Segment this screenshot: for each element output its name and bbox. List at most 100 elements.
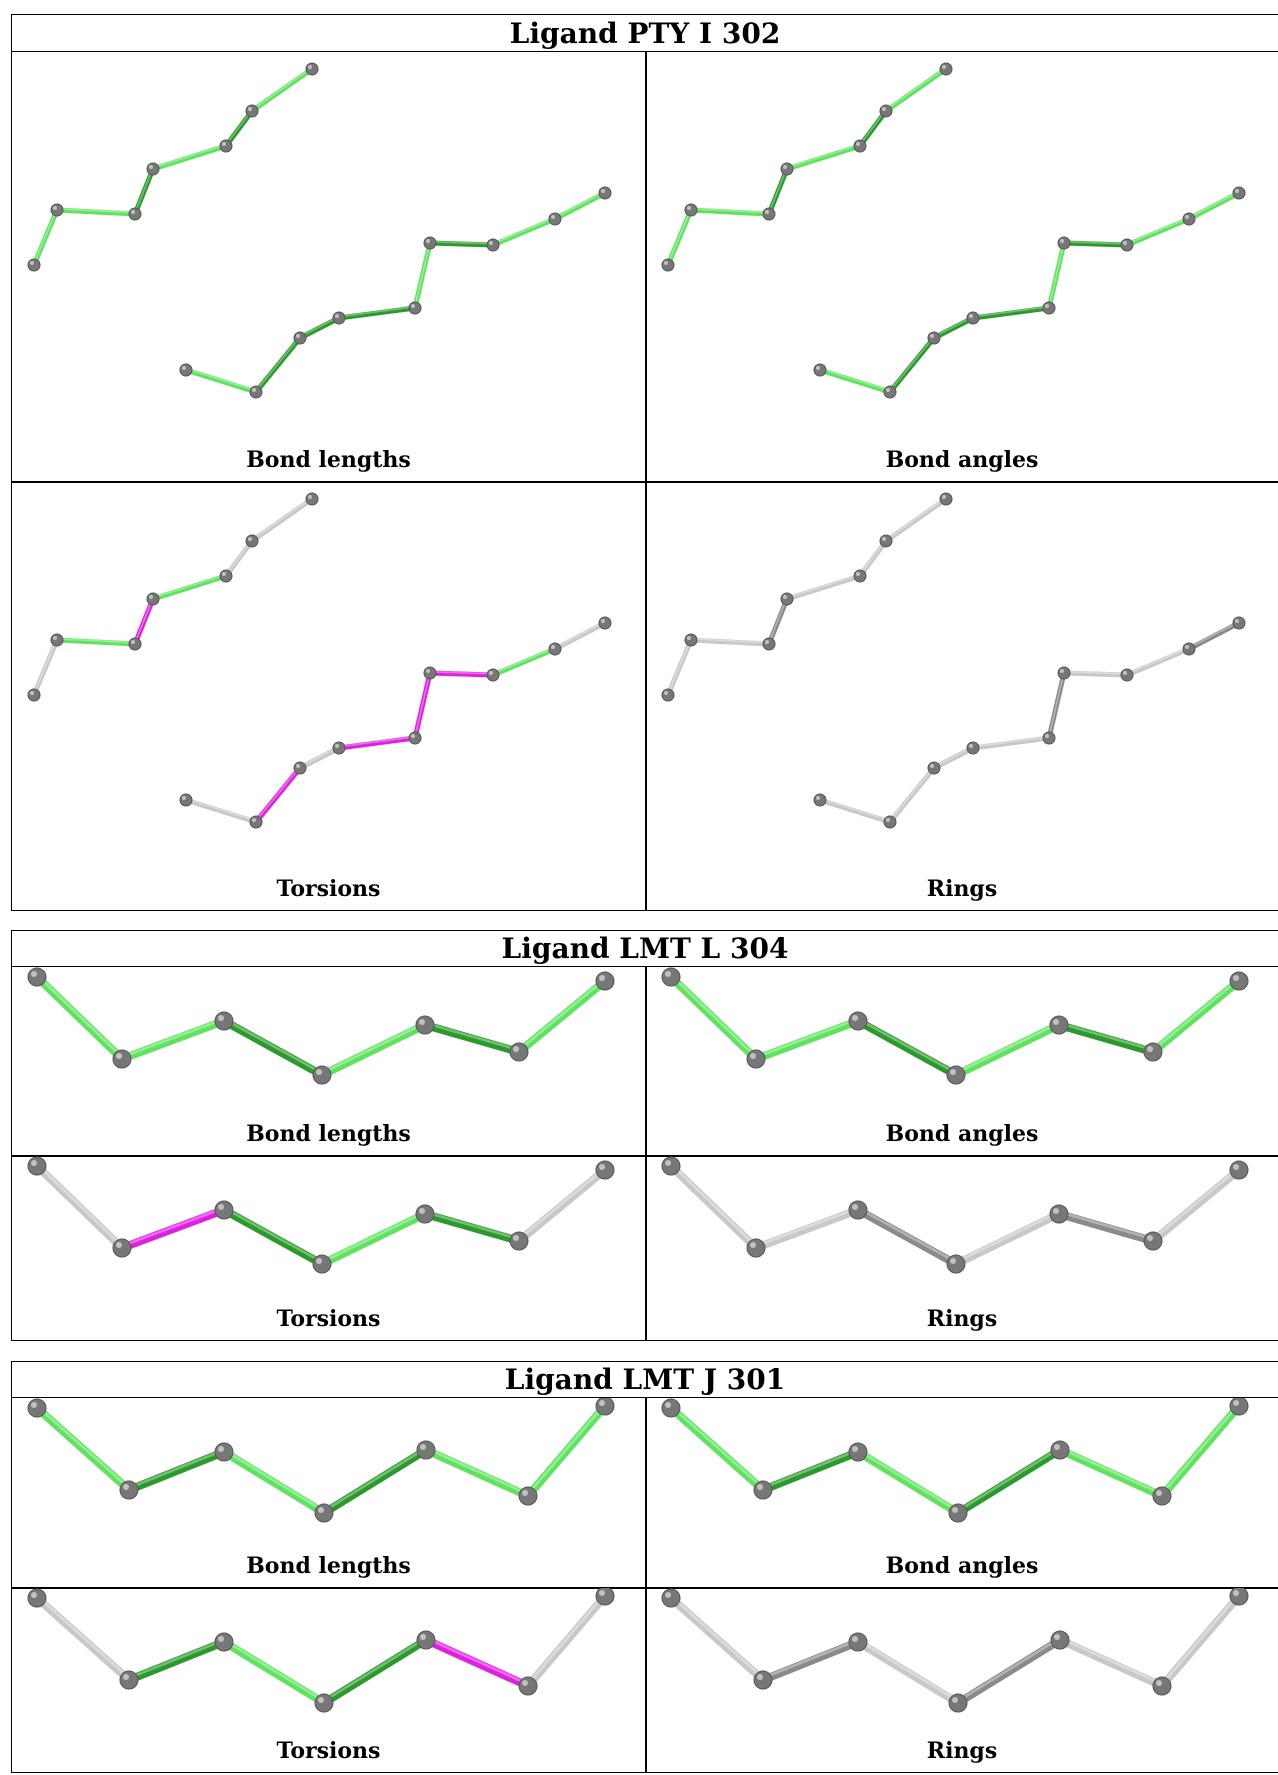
atom-shine: [882, 107, 886, 111]
bond: [970, 305, 1052, 321]
panel-label: Rings: [926, 1738, 998, 1764]
atom-shine: [31, 1160, 37, 1166]
atom-shine: [1123, 671, 1127, 675]
atom: [305, 62, 319, 76]
atom-shine: [665, 1592, 671, 1598]
atom: [314, 1693, 334, 1713]
atom: [595, 971, 615, 991]
panel-label: Rings: [926, 1306, 998, 1332]
bond-highlight: [152, 143, 227, 169]
molecule-render: [27, 1398, 615, 1523]
bond: [766, 596, 790, 647]
atom: [214, 1632, 234, 1652]
atom-shine: [856, 572, 860, 576]
atom-shine: [599, 1590, 605, 1596]
atom-shine: [1054, 1444, 1060, 1450]
atom: [848, 1632, 868, 1652]
panel-rings: Rings: [646, 482, 1278, 910]
atom: [423, 666, 437, 680]
atom: [1042, 301, 1056, 315]
atom-shine: [942, 65, 946, 69]
atom-shine: [599, 1164, 605, 1170]
bond-highlight: [35, 1404, 131, 1490]
panel-bond-angles: Bond angles: [646, 1398, 1278, 1587]
bond-highlight: [222, 1206, 324, 1264]
bond: [31, 207, 60, 268]
panel-rings: Rings: [646, 1588, 1278, 1772]
atom-shine: [816, 366, 820, 370]
atom-shine: [1233, 975, 1239, 981]
atom: [661, 688, 675, 702]
atom-shine: [248, 107, 252, 111]
atom-shine: [419, 1019, 425, 1025]
atom-shine: [1054, 1634, 1060, 1640]
atom-shine: [513, 1235, 519, 1241]
bond-highlight: [889, 335, 935, 392]
bond: [952, 1210, 1063, 1268]
atom: [146, 592, 160, 606]
atom: [214, 1200, 234, 1220]
atom: [27, 688, 41, 702]
atom: [214, 1011, 234, 1031]
bond-highlight: [933, 745, 974, 768]
molecule-render: [661, 1588, 1249, 1713]
molecule-render: [661, 492, 1246, 829]
atom: [1229, 971, 1249, 991]
bond-highlight: [669, 1162, 758, 1248]
bond-highlight: [554, 620, 606, 649]
bond: [752, 1017, 862, 1063]
atom-shine: [123, 1674, 129, 1680]
bond-highlight: [954, 1021, 1061, 1075]
panel-torsions: Torsions: [12, 1588, 645, 1772]
bond: [412, 670, 433, 741]
atom: [848, 1200, 868, 1220]
atom: [762, 637, 776, 651]
atom-shine: [31, 1592, 37, 1598]
atom: [746, 1238, 766, 1258]
atom-shine: [420, 1634, 426, 1640]
bond-highlight: [33, 207, 58, 265]
bond-highlight: [35, 1162, 124, 1248]
atom: [179, 363, 193, 377]
atom: [946, 1254, 966, 1274]
bond-highlight: [1160, 1402, 1241, 1496]
bond-highlight: [134, 166, 154, 214]
bond-highlight: [786, 143, 861, 169]
bond-highlight: [1063, 670, 1128, 675]
atom: [27, 967, 47, 987]
bond: [297, 745, 342, 771]
bond: [1149, 977, 1243, 1056]
bond: [667, 1162, 760, 1252]
atom: [415, 1204, 435, 1224]
bond-highlight: [299, 315, 340, 338]
bond: [665, 207, 694, 268]
panel-divider-vertical: [645, 1398, 647, 1772]
atom: [1152, 1676, 1172, 1696]
bond: [427, 240, 496, 248]
panel-label: Bond angles: [885, 1121, 1039, 1147]
atom: [1042, 731, 1056, 745]
bond: [954, 1446, 1064, 1517]
atom: [661, 967, 681, 987]
bond-highlight: [1188, 620, 1240, 649]
atom: [179, 793, 193, 807]
atom: [595, 1398, 615, 1416]
bond: [220, 1638, 328, 1707]
bond-highlight: [338, 735, 416, 748]
bond: [1046, 240, 1067, 311]
atom: [753, 1670, 773, 1690]
atom: [661, 1588, 681, 1608]
atom-shine: [218, 1015, 224, 1021]
bond: [249, 496, 315, 544]
bond: [665, 637, 694, 698]
bond-highlight: [761, 1638, 860, 1680]
ligand-table-lmt-j-301: Ligand LMT J 301 Bond lengths Bond angle…: [11, 1361, 1278, 1773]
atom: [1057, 236, 1071, 250]
bond: [33, 1594, 133, 1684]
bond-highlight: [690, 637, 770, 644]
atom: [312, 1254, 332, 1274]
bond-highlight: [1048, 240, 1065, 308]
atom-shine: [149, 165, 153, 169]
bond: [249, 66, 315, 114]
atom: [112, 1238, 132, 1258]
